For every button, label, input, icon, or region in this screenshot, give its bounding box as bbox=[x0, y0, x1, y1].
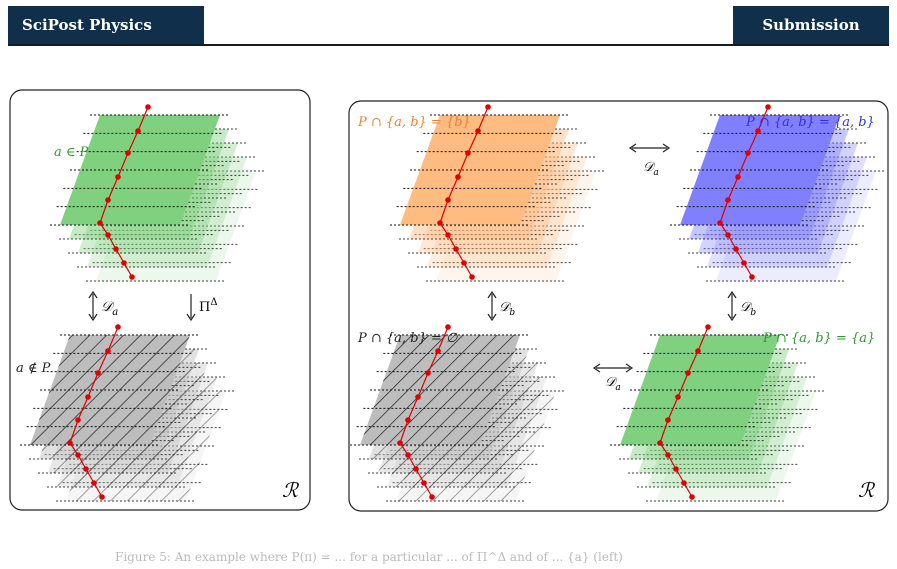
label-tr: P ∩ {a, b} = {a, b} bbox=[745, 115, 875, 130]
label-a-not-in-p: a ∉ P bbox=[16, 361, 51, 376]
arrow-da-left-label: 𝒟a bbox=[101, 299, 118, 318]
label-bl: P ∩ {a, b} = ∅ bbox=[357, 331, 458, 346]
label-br: P ∩ {a, b} = {a} bbox=[762, 331, 875, 346]
arrow-da-top bbox=[628, 143, 671, 153]
label-tl: P ∩ {a, b} = {b} bbox=[357, 115, 471, 130]
journal-badge: SciPost Physics bbox=[8, 6, 204, 45]
stack-right-br bbox=[610, 324, 826, 502]
right-panel-frame bbox=[348, 100, 889, 512]
label-a-in-p: a ∈ P bbox=[54, 145, 89, 160]
arrow-da-bottom-label: 𝒟a bbox=[605, 375, 621, 393]
arrow-db-right bbox=[727, 290, 737, 322]
arrow-db-right-label: 𝒟b bbox=[740, 300, 756, 318]
left-corner-r: ℛ bbox=[282, 478, 300, 502]
arrow-db-left-label: 𝒟b bbox=[499, 300, 515, 318]
stack-right-bl bbox=[350, 324, 566, 502]
stack-right-tl bbox=[390, 104, 606, 282]
right-corner-r: ℛ bbox=[858, 478, 876, 502]
stack-left-bottom bbox=[20, 324, 236, 502]
arrow-pi-delta-label: ΠΔ bbox=[199, 297, 218, 315]
header-rule bbox=[8, 44, 889, 46]
arrow-pi-delta bbox=[186, 294, 196, 322]
arrow-da-bottom bbox=[592, 363, 634, 373]
figure-caption: Figure 5: An example where P(π) = ... fo… bbox=[115, 550, 623, 564]
stack-right-tr bbox=[670, 104, 886, 282]
arrow-db-left bbox=[487, 290, 497, 322]
arrow-da-top-label: 𝒟a bbox=[643, 160, 659, 178]
submission-badge: Submission bbox=[733, 6, 889, 45]
left-panel-frame bbox=[9, 89, 311, 511]
stack-left-top bbox=[50, 104, 266, 282]
arrow-da-left bbox=[88, 290, 98, 322]
